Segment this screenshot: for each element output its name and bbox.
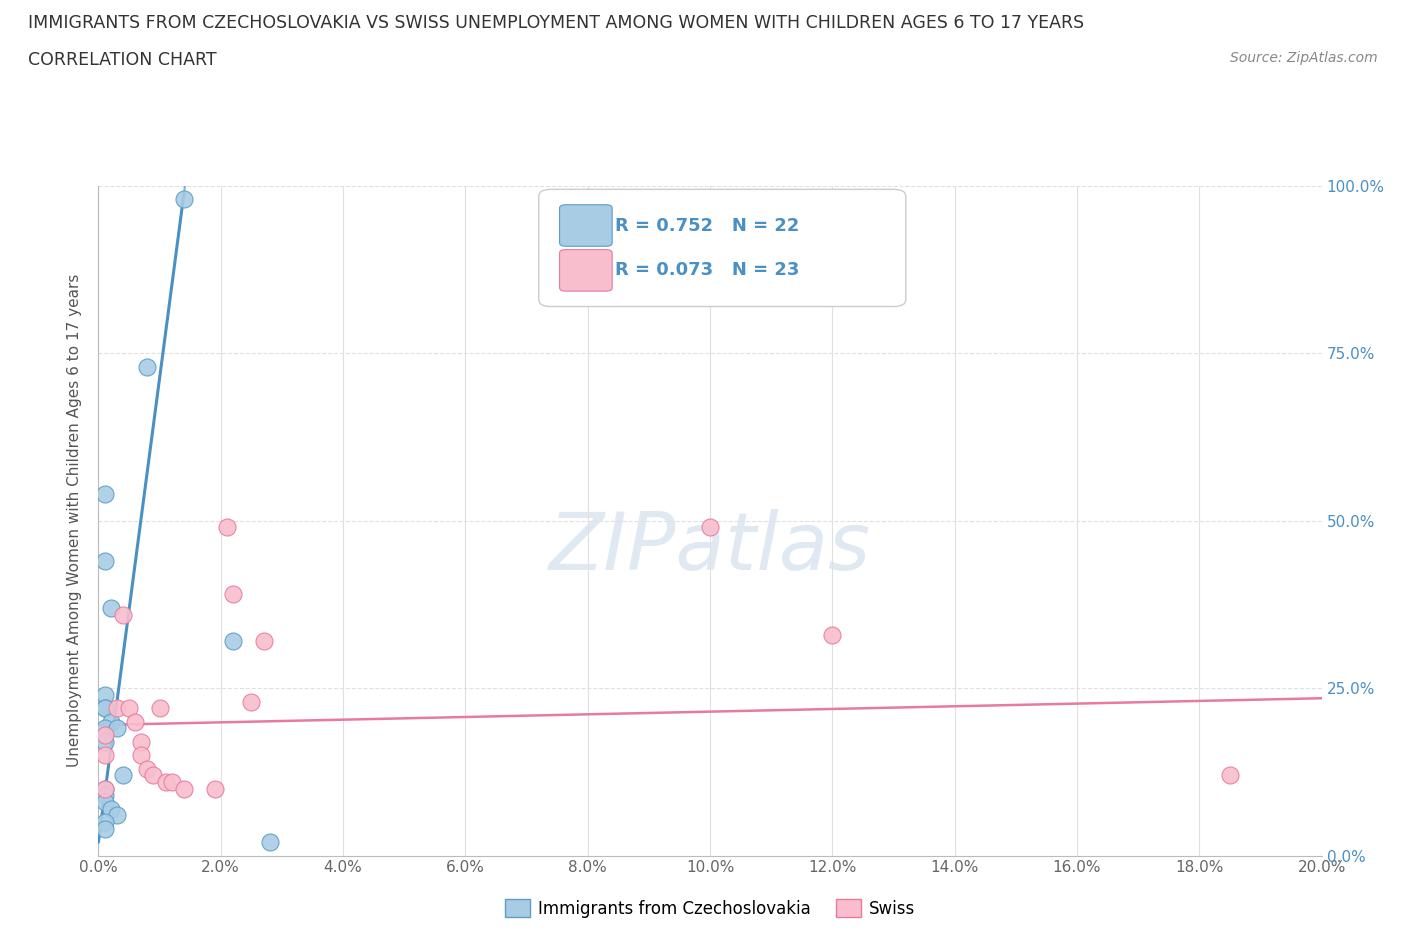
Point [160,775,183,790]
Point [93,701,115,716]
Point [93,735,115,750]
Legend: Immigrants from Czechoslovakia, Swiss: Immigrants from Czechoslovakia, Swiss [498,893,922,924]
Point [699,520,721,535]
Point [136,359,159,374]
Point [149,701,172,716]
Point [105,701,128,716]
FancyBboxPatch shape [538,190,905,307]
Text: IMMIGRANTS FROM CZECHOSLOVAKIA VS SWISS UNEMPLOYMENT AMONG WOMEN WITH CHILDREN A: IMMIGRANTS FROM CZECHOSLOVAKIA VS SWISS … [28,14,1084,32]
FancyBboxPatch shape [560,249,612,291]
Point [124,714,146,729]
Point [105,721,128,736]
Point [93,748,115,763]
Point [222,587,245,602]
Point [93,727,115,742]
Point [240,694,263,709]
Text: R = 0.073   N = 23: R = 0.073 N = 23 [614,261,799,279]
Point [142,768,165,783]
Point [259,835,281,850]
Point [204,781,226,796]
Point [173,781,195,796]
Point [215,520,238,535]
Point [111,607,134,622]
Point [155,775,177,790]
Point [93,553,115,568]
Point [93,821,115,836]
Point [105,808,128,823]
Point [93,721,115,736]
Point [222,634,245,649]
Point [118,701,141,716]
Point [821,627,844,642]
Point [93,781,115,796]
Point [93,486,115,501]
Point [93,815,115,830]
Point [93,701,115,716]
Y-axis label: Unemployment Among Women with Children Ages 6 to 17 years: Unemployment Among Women with Children A… [67,274,83,767]
Point [93,788,115,803]
Point [111,768,134,783]
Point [252,634,274,649]
Point [173,192,195,206]
Point [136,761,159,776]
Point [1219,768,1241,783]
Point [100,802,122,817]
Text: CORRELATION CHART: CORRELATION CHART [28,51,217,69]
FancyBboxPatch shape [560,205,612,246]
Point [100,601,122,616]
Point [129,735,152,750]
Point [93,794,115,809]
Text: Source: ZipAtlas.com: Source: ZipAtlas.com [1230,51,1378,65]
Point [93,687,115,702]
Text: R = 0.752   N = 22: R = 0.752 N = 22 [614,217,799,234]
Text: ZIPatlas: ZIPatlas [548,509,872,587]
Point [100,714,122,729]
Point [93,781,115,796]
Point [129,748,152,763]
